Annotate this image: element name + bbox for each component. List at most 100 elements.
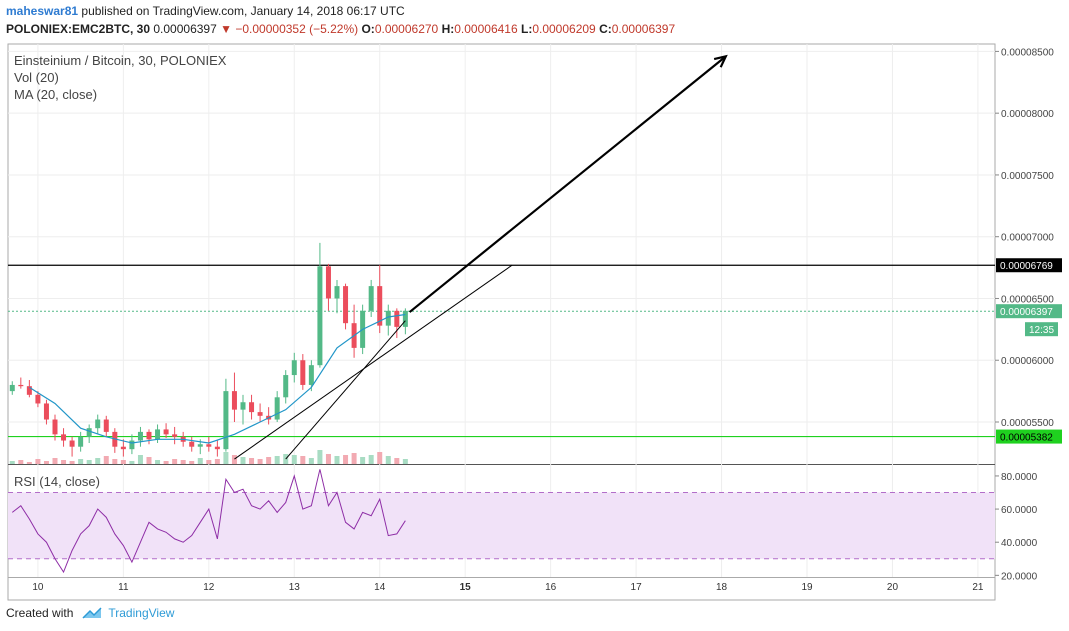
volume-bar — [325, 454, 331, 464]
level-price-tag — [996, 258, 1062, 273]
volume-bar — [274, 456, 280, 464]
trend-arrow[interactable] — [408, 55, 727, 313]
volume-bar — [26, 462, 32, 464]
candle-body — [26, 386, 32, 395]
x-tick-label: 11 — [118, 582, 129, 593]
volume-bar — [18, 460, 24, 464]
x-tick-label: 17 — [631, 582, 643, 593]
candle-body — [172, 434, 178, 437]
candle-body — [214, 446, 220, 450]
candle-body — [343, 286, 349, 324]
last-price-tag — [996, 304, 1062, 319]
candle-body — [317, 266, 323, 366]
low-value: 0.00006209 — [532, 22, 596, 36]
level-price-label: 0.00006769 — [1000, 261, 1053, 272]
x-tick-label: 14 — [374, 582, 386, 593]
legend-volume: Vol (20) — [14, 70, 59, 85]
rsi-band — [8, 492, 995, 559]
open-label: O: — [361, 22, 375, 36]
volume-bar — [43, 461, 49, 464]
low-label: L: — [520, 22, 533, 36]
candle-body — [95, 419, 101, 429]
x-tick-label: 13 — [289, 582, 301, 593]
volume-bar — [103, 456, 109, 464]
volume-bar — [137, 455, 143, 464]
candle-body — [61, 434, 67, 441]
volume-bar — [78, 459, 84, 464]
candle-body — [86, 428, 92, 437]
candle-body — [249, 402, 255, 413]
candle-body — [146, 431, 152, 440]
candle-body — [394, 310, 400, 327]
cloud-icon — [82, 607, 102, 619]
volume-bar — [52, 458, 58, 464]
volume-bar — [291, 455, 297, 464]
candle-body — [334, 286, 340, 299]
legend-ma: MA (20, close) — [14, 87, 97, 102]
candle-body — [283, 375, 289, 398]
high-label: H: — [441, 22, 455, 36]
volume-bar — [368, 455, 374, 464]
volume-bar — [394, 458, 400, 464]
candle-body — [257, 412, 263, 416]
candle-body — [9, 384, 15, 392]
trend-line[interactable] — [234, 264, 513, 460]
arrow-head — [713, 54, 728, 68]
x-tick-label: 15 — [460, 582, 472, 593]
volume-bar — [257, 459, 263, 464]
candle-body — [35, 394, 41, 404]
volume-bar — [377, 452, 383, 464]
y-tick-label: 0.00007500 — [1001, 171, 1054, 182]
change-value: −0.00000352 (−5.22%) — [235, 22, 359, 36]
close-label: C: — [599, 22, 612, 36]
volume-bar — [35, 459, 41, 464]
rsi-line — [11, 469, 406, 574]
candle-body — [368, 286, 374, 311]
close-value: 0.00006397 — [611, 22, 676, 36]
candle-body — [240, 402, 246, 410]
author-link[interactable]: maheswar81 — [6, 4, 79, 18]
candle-body — [18, 384, 24, 387]
volume-bar — [197, 458, 203, 464]
rsi-tick-label: 80.0000 — [1001, 472, 1038, 483]
volume-bar — [334, 456, 340, 464]
candle-body — [308, 365, 314, 385]
x-tick-label: 20 — [887, 582, 899, 593]
countdown-tag — [1025, 322, 1058, 337]
candle-body — [129, 440, 135, 450]
x-tick-label: 12 — [203, 582, 215, 593]
volume-bar — [155, 460, 161, 464]
candle-body — [402, 310, 408, 327]
candle-body — [291, 360, 297, 376]
candle-body — [231, 391, 237, 410]
price-value: 0.00006397 — [153, 22, 217, 36]
publish-line: maheswar81 published on TradingView.com,… — [6, 4, 405, 18]
footer: Created with TradingView — [6, 606, 174, 620]
x-tick-label: 19 — [801, 582, 813, 593]
volume-bar — [351, 453, 357, 464]
volume-bar — [206, 460, 212, 464]
volume-bar — [180, 460, 186, 464]
candle-body — [300, 360, 306, 385]
candle-body — [377, 286, 383, 326]
x-tick-label: 18 — [716, 582, 728, 593]
candle-body — [274, 397, 280, 420]
candle-body — [103, 419, 109, 432]
level-price-tag — [996, 429, 1062, 444]
tradingview-logo[interactable]: TradingView — [81, 606, 174, 620]
candle-body — [189, 441, 195, 447]
volume-bar — [402, 459, 408, 464]
volume-bar — [61, 460, 67, 464]
candle-body — [52, 419, 58, 435]
candle-body — [206, 444, 212, 447]
open-value: 0.00006270 — [374, 22, 439, 36]
volume-bar — [308, 458, 314, 464]
level-price-label: 0.00005382 — [1000, 433, 1053, 444]
candle-body — [325, 266, 331, 299]
rsi-tick-label: 20.0000 — [1001, 571, 1038, 582]
trend-line[interactable] — [285, 320, 406, 460]
x-tick-label: 21 — [972, 582, 984, 593]
volume-bar — [249, 458, 255, 464]
volume-bar — [343, 455, 349, 464]
